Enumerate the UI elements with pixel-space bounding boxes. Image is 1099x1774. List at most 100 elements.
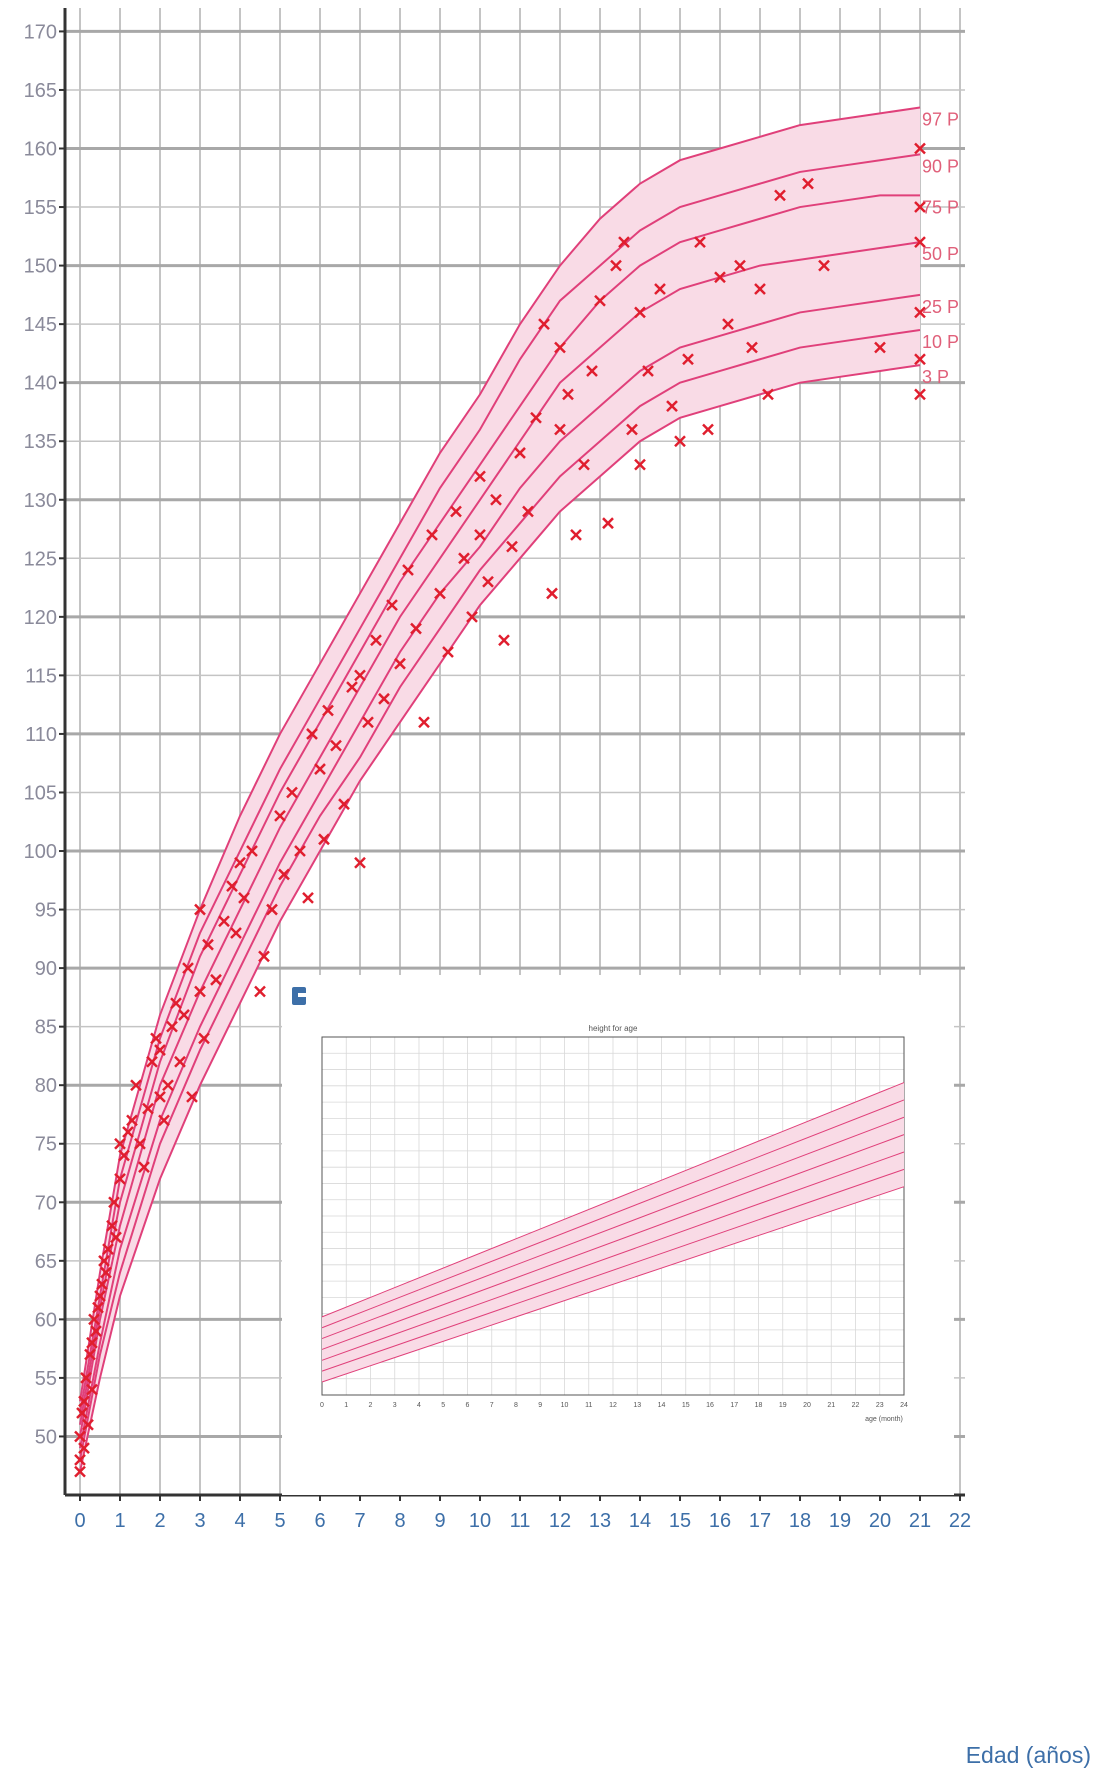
y-tick-label: 165 (24, 80, 57, 102)
x-tick-label: 0 (74, 1510, 85, 1532)
data-point (634, 458, 646, 471)
data-point (802, 177, 814, 190)
percentile-label: 25 P (922, 297, 959, 317)
data-point (114, 1137, 126, 1150)
data-point (434, 587, 446, 600)
x-tick-label: 13 (589, 1510, 611, 1532)
data-point (162, 1079, 174, 1092)
inset-x-tick-label: 23 (876, 1402, 884, 1409)
data-point (122, 1126, 134, 1138)
data-point (226, 880, 238, 893)
data-point (354, 856, 366, 869)
data-point (570, 529, 582, 541)
inset-x-tick-label: 17 (730, 1402, 738, 1409)
percentile-label: 75 P (922, 197, 959, 217)
data-point (88, 1313, 100, 1326)
data-point (618, 236, 630, 249)
data-point (338, 798, 350, 811)
x-tick-label: 18 (789, 1510, 811, 1532)
data-point (126, 1114, 138, 1127)
data-point (538, 318, 550, 331)
y-tick-label: 75 (35, 1134, 57, 1156)
inset-x-tick-label: 12 (609, 1402, 617, 1409)
y-tick-label: 85 (35, 1017, 57, 1039)
y-tick-label: 130 (24, 490, 57, 512)
data-point (654, 283, 666, 295)
data-point (610, 259, 622, 272)
data-point (642, 365, 654, 377)
y-tick-label: 50 (35, 1426, 57, 1448)
y-tick-label: 100 (24, 841, 57, 863)
data-point (554, 423, 566, 436)
x-tick-label: 19 (829, 1510, 851, 1532)
inset-x-tick-label: 24 (900, 1402, 908, 1409)
data-point (218, 915, 230, 928)
data-points (74, 142, 926, 1478)
data-point (278, 868, 290, 881)
y-tick-label: 140 (24, 373, 57, 395)
inset-x-tick-label: 8 (514, 1402, 518, 1409)
data-point (74, 1430, 86, 1443)
x-axis-label: Edad (años) (965, 1742, 1091, 1768)
data-point (102, 1243, 114, 1256)
data-point (92, 1301, 104, 1314)
data-point (474, 470, 486, 483)
inset-x-tick-label: 2 (369, 1402, 373, 1409)
data-point (514, 447, 526, 459)
data-point (522, 505, 534, 518)
data-point (94, 1290, 106, 1302)
data-point (78, 1442, 90, 1455)
data-point (362, 716, 374, 729)
data-point (546, 587, 558, 600)
data-point (154, 1091, 166, 1103)
data-point (150, 1032, 162, 1045)
data-point (286, 786, 298, 799)
inset-x-tick-label: 11 (585, 1402, 592, 1409)
data-point (106, 1219, 118, 1232)
y-tick-label: 80 (35, 1075, 57, 1097)
inset-title: height for age (589, 1024, 638, 1033)
data-point (82, 1418, 94, 1431)
data-point (318, 833, 330, 846)
x-tick-label: 22 (949, 1510, 971, 1532)
data-point (482, 575, 494, 588)
data-point (490, 493, 502, 506)
data-point (914, 142, 926, 155)
data-point (230, 927, 242, 939)
data-point (586, 365, 598, 377)
y-tick-label: 110 (25, 724, 57, 746)
inset-logo-icon (292, 987, 306, 1005)
inset-x-tick-label: 14 (658, 1402, 666, 1409)
data-point (634, 306, 646, 319)
data-point (466, 610, 478, 623)
data-point (178, 1009, 190, 1021)
data-point (86, 1383, 98, 1396)
data-point (266, 903, 278, 916)
y-tick-label: 95 (35, 900, 57, 922)
inset-x-tick-label: 13 (633, 1402, 641, 1409)
data-point (594, 294, 606, 307)
data-point (694, 236, 706, 249)
percentile-label: 97 P (922, 110, 959, 130)
data-point (722, 318, 734, 331)
data-point (274, 810, 286, 822)
inset-x-tick-label: 18 (755, 1402, 763, 1409)
data-point (98, 1254, 110, 1267)
data-point (166, 1020, 178, 1033)
y-tick-label: 160 (24, 139, 57, 161)
data-point (302, 891, 314, 904)
data-point (80, 1372, 92, 1384)
data-point (134, 1137, 146, 1150)
x-tick-label: 3 (194, 1510, 205, 1532)
data-point (394, 657, 406, 670)
percentile-line (79, 106, 921, 1402)
data-point (86, 1336, 98, 1349)
percentile-labels: 97 P 90 P 75 P 50 P 25 P 10 P 3 P (922, 110, 959, 388)
data-point (114, 1172, 126, 1185)
data-point (306, 728, 318, 740)
x-tick-label: 4 (234, 1510, 245, 1532)
inset-x-tick-label: 16 (706, 1402, 714, 1409)
inset-x-tick-label: 15 (682, 1402, 690, 1409)
